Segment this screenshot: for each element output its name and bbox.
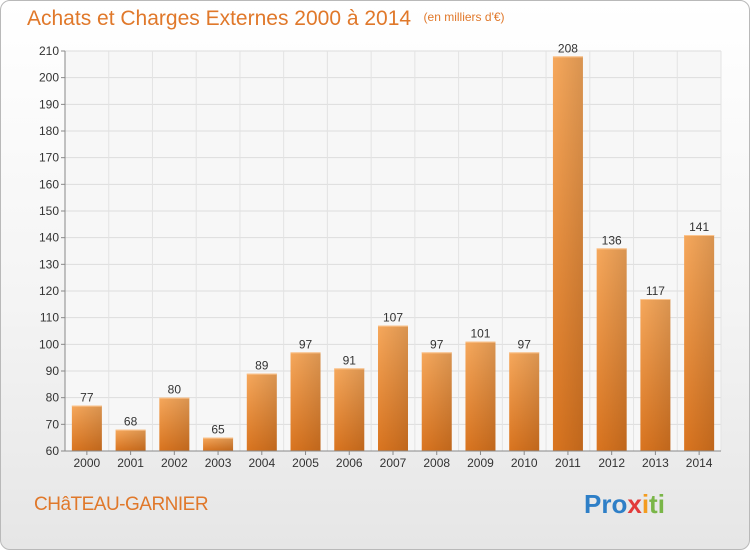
x-tick-label: 2006 <box>336 456 363 470</box>
y-tick-label: 120 <box>39 284 59 298</box>
y-tick-label: 160 <box>39 177 59 191</box>
bar-shade <box>290 352 321 451</box>
town-name: CHâTEAU-GARNIER <box>34 494 209 515</box>
chart-unit-label: (en milliers d'€) <box>423 10 505 24</box>
bar-value-label: 117 <box>646 284 665 298</box>
bar-value-label: 91 <box>343 353 357 367</box>
x-tick-label: 2008 <box>423 456 450 470</box>
bar-value-label: 101 <box>470 327 490 341</box>
x-tick-label: 2011 <box>555 456 581 470</box>
y-tick-label: 190 <box>39 97 59 111</box>
x-tick-label: 2010 <box>511 456 538 470</box>
bar-value-label: 77 <box>80 391 94 405</box>
bar-shade <box>596 248 627 451</box>
logo-part-4: ti <box>649 489 665 519</box>
bar-shade <box>115 429 146 451</box>
bar-value-label: 136 <box>602 233 622 247</box>
x-tick-label: 2001 <box>117 456 144 470</box>
logo-part-2: x <box>627 489 642 519</box>
x-tick-label: 2004 <box>248 456 275 470</box>
x-tick-label: 2002 <box>161 456 188 470</box>
chart-title-block: Achats et Charges Externes 2000 à 2014 (… <box>27 7 505 31</box>
chart-title: Achats et Charges Externes 2000 à 2014 <box>27 7 412 30</box>
x-tick-label: 2009 <box>467 456 494 470</box>
y-tick-label: 70 <box>46 417 60 431</box>
bar-value-label: 141 <box>689 220 709 234</box>
x-tick-label: 2012 <box>598 456 625 470</box>
y-tick-label: 100 <box>39 337 59 351</box>
bar-shade <box>71 405 102 451</box>
bar-shade <box>378 325 408 451</box>
y-tick-label: 170 <box>39 151 59 165</box>
bar-shade <box>203 437 234 451</box>
y-tick-label: 200 <box>39 71 59 85</box>
bar-value-label: 208 <box>558 41 578 55</box>
x-tick-label: 2014 <box>686 456 713 470</box>
y-tick-label: 180 <box>39 124 59 138</box>
bar-shade <box>421 352 452 451</box>
bar-value-label: 97 <box>299 337 313 351</box>
bar-shade <box>246 373 277 451</box>
bar-shade <box>465 341 496 451</box>
y-tick-label: 130 <box>39 257 59 271</box>
bar-value-label: 89 <box>255 359 269 373</box>
bar-value-label: 65 <box>211 423 225 437</box>
bar-value-label: 107 <box>383 311 403 325</box>
bar-value-label: 97 <box>518 337 532 351</box>
logo-part-1: Pro <box>584 489 628 519</box>
x-tick-label: 2003 <box>205 456 232 470</box>
x-tick-label: 2013 <box>642 456 669 470</box>
bar-shade <box>334 368 365 451</box>
proxiti-logo[interactable]: Proxiti <box>584 489 694 523</box>
bar-value-label: 68 <box>124 415 138 429</box>
y-tick-label: 210 <box>39 44 59 58</box>
axis-layer: 60 70 80 90 100 110 120 130 140 150 160 170 180 190 20… <box>39 44 721 470</box>
bars-layer: 77 68 80 65 89 97 91 107 97 101 97 208 136 117 141 <box>71 41 715 451</box>
bar-shade <box>552 56 583 451</box>
y-tick-label: 140 <box>39 231 59 245</box>
y-tick-label: 110 <box>40 311 59 325</box>
y-tick-label: 80 <box>46 391 60 405</box>
bar-shade <box>640 299 671 451</box>
x-tick-label: 2005 <box>292 456 319 470</box>
y-tick-label: 150 <box>39 204 59 218</box>
bar-shade <box>509 352 540 451</box>
x-tick-label: 2007 <box>380 456 407 470</box>
y-tick-label: 90 <box>46 364 60 378</box>
bar-value-label: 97 <box>430 337 444 351</box>
bar-shade <box>684 235 715 451</box>
y-tick-label: 60 <box>46 444 60 458</box>
bar-shade <box>159 397 190 451</box>
logo-part-3: i <box>641 489 650 519</box>
x-tick-label: 2000 <box>74 456 101 470</box>
bar-value-label: 80 <box>168 383 182 397</box>
